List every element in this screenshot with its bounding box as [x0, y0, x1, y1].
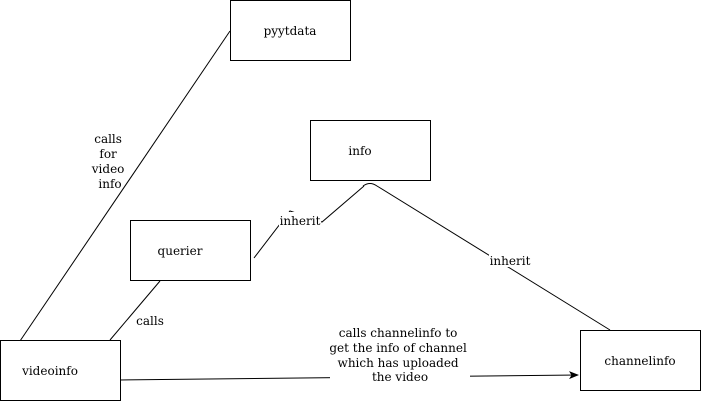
edge-label-calls-for-video-info: calls for video info [91, 132, 128, 191]
edge-label-line: info [98, 177, 121, 191]
node-info[interactable]: info [310, 120, 431, 181]
node-channelinfo[interactable]: channelinfo [580, 330, 701, 391]
edge-label-line: get the info of channel [329, 341, 467, 355]
node-label-querier: querier [158, 244, 203, 258]
edge-label-inherit-querier: inherit [280, 214, 321, 228]
edge-label-background [330, 327, 470, 385]
node-videoinfo[interactable]: videoinfo [0, 340, 121, 401]
node-label-info: info [348, 144, 371, 158]
edge-label-calls-channelinfo: calls channelinfo to get the info of cha… [329, 326, 470, 384]
edge-label-background [279, 212, 321, 227]
edge-videoinfo-querier[interactable] [109, 280, 161, 341]
node-label-pyytdata: pyytdata [264, 24, 317, 38]
edge-label-inherit-channelinfo: inherit [490, 254, 531, 268]
node-label-channelinfo: channelinfo [604, 354, 675, 368]
edge-videoinfo-pyytdata[interactable] [19, 30, 231, 342]
node-querier[interactable]: querier [130, 220, 251, 281]
node-label-videoinfo: videoinfo [21, 364, 78, 378]
edge-channelinfo-info[interactable] [362, 183, 611, 331]
edge-label-background [489, 252, 531, 267]
edge-label-line: video [91, 162, 125, 176]
edge-label-calls: calls [136, 314, 164, 328]
edge-label-line: calls [94, 132, 122, 146]
edge-label-line: which has uploaded [338, 356, 459, 370]
node-pyytdata[interactable]: pyytdata [230, 0, 351, 61]
edge-label-line: the video [372, 370, 428, 384]
edge-label-line: for [99, 147, 117, 161]
edge-label-line: calls channelinfo to [339, 326, 458, 340]
